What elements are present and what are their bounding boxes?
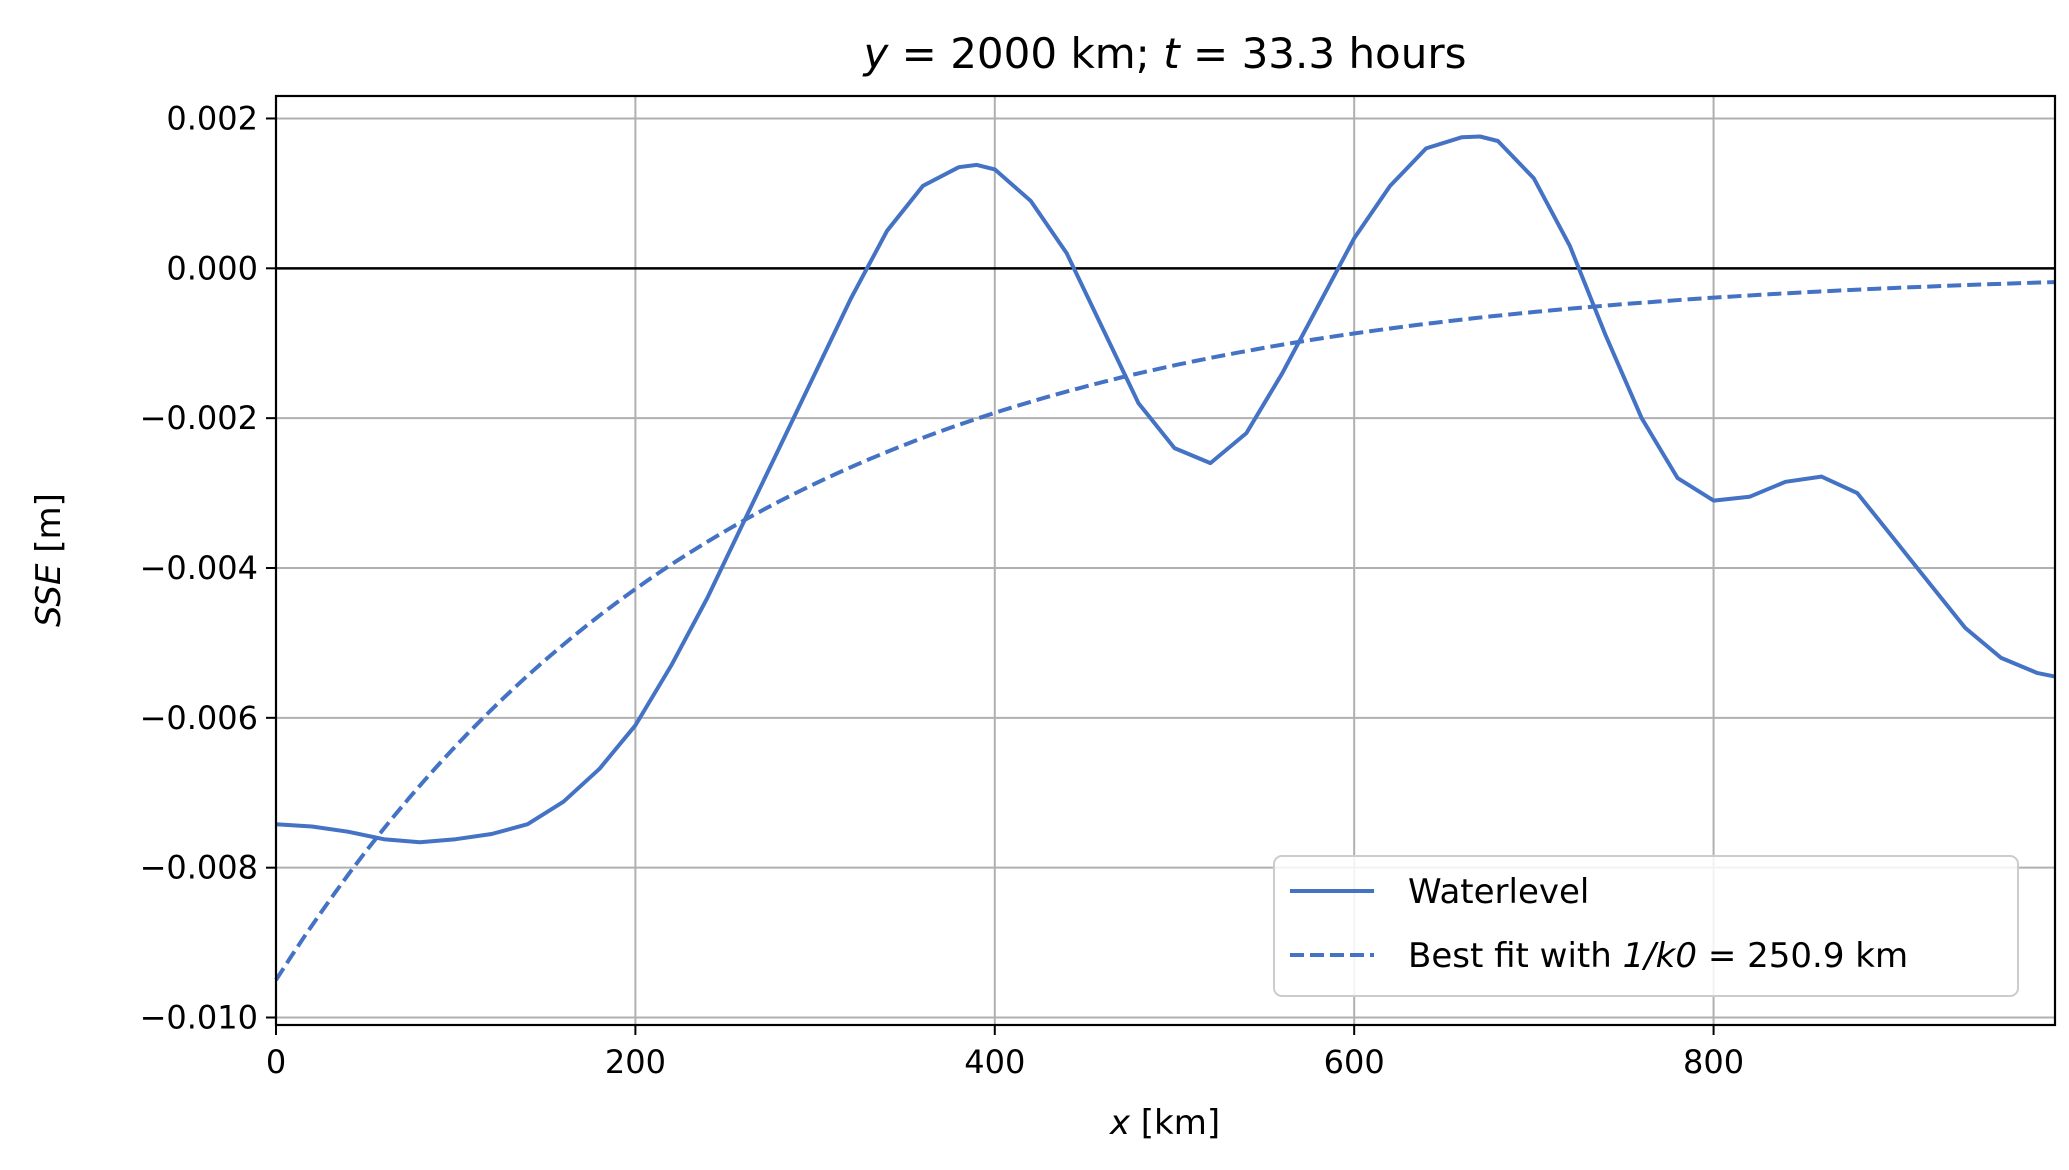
legend-label-best-fit: Best fit with 1/k0 = 250.9 km — [1408, 936, 1908, 976]
legend-label-waterlevel: Waterlevel — [1408, 872, 1589, 912]
y-tick-label: −0.006 — [140, 699, 258, 737]
series-waterlevel-line — [275, 134, 2056, 845]
y-axis-unit: [m] — [29, 493, 69, 563]
title-y-value: = 2000 km; — [902, 29, 1150, 78]
title-t-var: t — [1163, 29, 1181, 78]
x-tick-label: 600 — [1324, 1043, 1385, 1081]
title-y-var: y — [861, 29, 889, 78]
y-axis-label: SSE [m] — [29, 493, 69, 627]
legend: Waterlevel Best fit with 1/k0 = 250.9 km — [1273, 855, 2019, 997]
y-tick-label: 0.000 — [166, 249, 258, 287]
y-tick-label: −0.010 — [140, 999, 258, 1037]
y-tick-label: −0.002 — [140, 399, 258, 437]
x-axis-var: x — [1109, 1103, 1131, 1143]
x-tick-label: 400 — [964, 1043, 1025, 1081]
x-tick-label: 200 — [605, 1043, 666, 1081]
y-tick-label: 0.002 — [166, 99, 258, 137]
x-axis-unit: [km] — [1130, 1103, 1220, 1143]
legend-best-fit-prefix: Best fit with — [1408, 936, 1623, 976]
y-tick-label: −0.008 — [140, 849, 258, 887]
series-layer — [274, 134, 2056, 982]
y-axis-var: SSE — [29, 563, 69, 627]
x-tick-label: 0 — [266, 1043, 286, 1081]
x-axis-label: x [km] — [1109, 1103, 1220, 1143]
y-ticks: 0.002 0.000 −0.002 −0.004 −0.006 −0.008 −0.010 — [140, 99, 276, 1037]
legend-best-fit-math: 1/k0 — [1623, 936, 1697, 976]
x-ticks: 0 200 400 600 800 — [266, 1025, 1744, 1081]
x-tick-label: 800 — [1683, 1043, 1744, 1081]
series-best-fit-line — [274, 280, 2056, 982]
chart-title: y = 2000 km; t = 33.3 hours — [861, 29, 1466, 78]
y-tick-label: −0.004 — [140, 549, 258, 587]
plot-frame — [274, 94, 2057, 1027]
legend-box — [1273, 855, 2019, 997]
title-t-value: = 33.3 hours — [1193, 29, 1467, 78]
legend-best-fit-suffix: = 250.9 km — [1697, 936, 1908, 976]
